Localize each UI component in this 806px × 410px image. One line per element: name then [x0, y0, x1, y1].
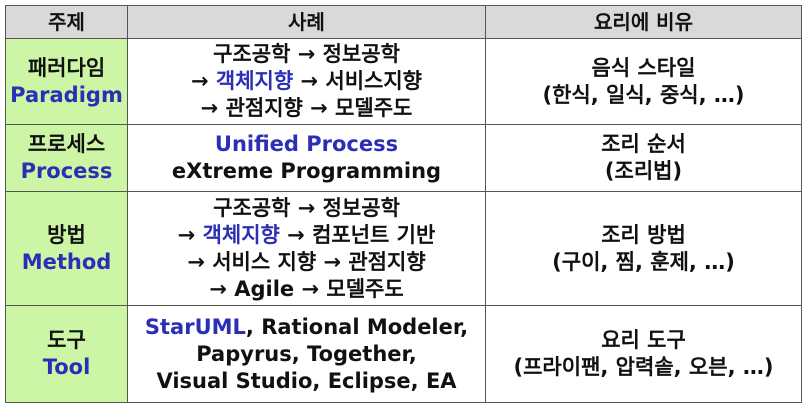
topic-korean: 프로세스	[27, 132, 106, 157]
example-text: eXtreme Programming	[171, 159, 442, 184]
topic-korean: 도구	[47, 328, 86, 353]
comparison-table: 주제 사례 요리에 비유 패러다임 Paradigm 구조공학 → 정보공학 → …	[5, 5, 802, 403]
topic-cell: 방법 Method	[5, 190, 128, 307]
highlighted-term: Unified Process	[214, 132, 399, 157]
analogy-title: 조리 방법	[601, 222, 686, 247]
example-text: →	[177, 222, 203, 247]
example-text: 구조공학 → 정보공학	[213, 42, 400, 67]
header-analogy: 요리에 비유	[485, 5, 802, 39]
table-row: 방법 Method 구조공학 → 정보공학 → 객체지향 → 컴포넌트 기반 → 서…	[5, 190, 802, 307]
example-line: → 객체지향 → 컴포넌트 기반	[132, 222, 481, 249]
example-text: → 컴포넌트 기반	[279, 222, 436, 247]
example-line: → 객체지향 → 서비스지향	[132, 68, 481, 95]
highlighted-term: 객체지향	[215, 69, 294, 94]
analogy-title: 요리 도구	[601, 328, 686, 353]
example-line: → 서비스 지향 → 관점지향	[132, 249, 481, 276]
example-text: →	[190, 69, 216, 94]
example-text: Visual Studio, Eclipse, EA	[156, 368, 457, 393]
example-cell: 구조공학 → 정보공학 → 객체지향 → 컴포넌트 기반 → 서비스 지향 → 관점…	[127, 190, 486, 307]
analogy-examples: (구이, 찜, 훈제, …)	[552, 249, 735, 274]
example-line: eXtreme Programming	[132, 158, 481, 185]
highlighted-term: StarUML	[144, 314, 246, 339]
analogy-examples: (한식, 일식, 중식, …)	[542, 82, 745, 107]
example-text: Papyrus, Together,	[196, 341, 417, 366]
topic-cell: 도구 Tool	[5, 305, 128, 403]
highlighted-term: 객체지향	[202, 222, 280, 247]
example-text: → Agile → 모델주도	[209, 276, 404, 301]
analogy-cell: 요리 도구 (프라이팬, 압력솥, 오븐, …)	[485, 305, 802, 403]
analogy-title: 음식 스타일	[591, 55, 696, 80]
topic-english: Method	[21, 249, 112, 274]
header-row: 주제 사례 요리에 비유	[5, 5, 802, 39]
topic-english: Process	[20, 159, 113, 184]
analogy-examples: (조리법)	[604, 159, 683, 184]
example-line: 구조공학 → 정보공학	[132, 41, 481, 68]
example-text: → 관점지향 → 모델주도	[200, 96, 413, 121]
analogy-title: 조리 순서	[601, 132, 686, 157]
example-line: Papyrus, Together,	[132, 341, 481, 368]
example-text: 구조공학 → 정보공학	[213, 195, 400, 220]
example-cell: Unified Process eXtreme Programming	[127, 124, 486, 192]
analogy-cell: 조리 방법 (구이, 찜, 훈제, …)	[485, 190, 802, 307]
example-line: → Agile → 모델주도	[132, 276, 481, 303]
analogy-examples: (프라이팬, 압력솥, 오븐, …)	[513, 355, 774, 380]
topic-cell: 프로세스 Process	[5, 124, 128, 192]
example-text: , Rational Modeler,	[245, 314, 469, 339]
example-text: → 서비스 지향 → 관점지향	[187, 249, 426, 274]
header-example: 사례	[127, 5, 486, 39]
topic-korean: 패러다임	[27, 55, 106, 80]
example-line: → 관점지향 → 모델주도	[132, 95, 481, 122]
topic-english: Tool	[42, 355, 91, 380]
topic-english: Paradigm	[10, 82, 123, 107]
example-line: Unified Process	[132, 131, 481, 158]
header-topic: 주제	[5, 5, 128, 39]
topic-cell: 패러다임 Paradigm	[5, 37, 128, 126]
topic-korean: 방법	[47, 222, 86, 247]
example-cell: 구조공학 → 정보공학 → 객체지향 → 서비스지향 → 관점지향 → 모델주도	[127, 37, 486, 126]
example-line: Visual Studio, Eclipse, EA	[132, 368, 481, 395]
analogy-cell: 조리 순서 (조리법)	[485, 124, 802, 192]
example-text: → 서비스지향	[293, 69, 423, 94]
example-cell: StarUML, Rational Modeler, Papyrus, Toget…	[127, 305, 486, 403]
example-line: StarUML, Rational Modeler,	[132, 314, 481, 341]
analogy-cell: 음식 스타일 (한식, 일식, 중식, …)	[485, 37, 802, 126]
table-row: 도구 Tool StarUML, Rational Modeler, Papyru…	[5, 305, 802, 403]
example-line: 구조공학 → 정보공학	[132, 195, 481, 222]
table-row: 프로세스 Process Unified Process eXtreme Prog…	[5, 124, 802, 192]
table-row: 패러다임 Paradigm 구조공학 → 정보공학 → 객체지향 → 서비스지향 →…	[5, 37, 802, 126]
